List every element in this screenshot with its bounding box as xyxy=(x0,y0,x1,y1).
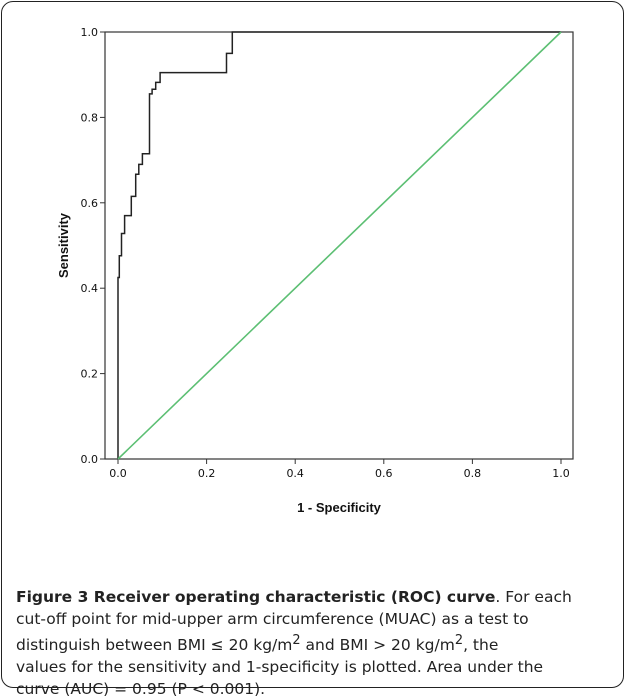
x-tick-label: 0.4 xyxy=(286,467,304,480)
caption-line-3a: distinguish between BMI ≤ 20 kg/m xyxy=(16,636,293,655)
y-tick-label: 0.8 xyxy=(81,111,99,124)
caption-line-4: values for the sensitivity and 1-specifi… xyxy=(16,658,544,677)
figure-label: Figure 3 Receiver operating characterist… xyxy=(16,588,496,606)
x-tick-label: 0.0 xyxy=(109,467,127,480)
x-tick-label: 0.2 xyxy=(198,467,216,480)
caption-line-3b: and BMI > 20 kg/m xyxy=(300,636,455,655)
y-tick-label: 1.0 xyxy=(81,26,99,39)
y-tick-label: 0.4 xyxy=(81,282,99,295)
y-axis-title: Sensitivity xyxy=(56,212,71,278)
x-tick-label: 0.8 xyxy=(464,467,482,480)
x-axis-title: 1 - Specificity xyxy=(297,500,382,515)
superscript: 2 xyxy=(292,633,301,648)
x-tick-label: 1.0 xyxy=(552,467,570,480)
reference-diagonal-line xyxy=(117,31,562,460)
x-tick-label: 0.6 xyxy=(375,467,393,480)
y-tick-label: 0.6 xyxy=(81,197,99,210)
y-axis: 0.0 0.2 0.4 0.6 0.8 1.0 xyxy=(81,26,105,466)
caption-line-1: For each xyxy=(505,588,572,606)
y-tick-label: 0.0 xyxy=(81,453,99,466)
figure-caption: Figure 3 Receiver operating characterist… xyxy=(16,588,572,699)
y-tick-label: 0.2 xyxy=(81,368,99,381)
superscript: 2 xyxy=(454,633,464,648)
roc-chart: 0.0 0.2 0.4 0.6 0.8 1.0 0.0 0.2 0.4 0.6 0.8 1.0 1 … xyxy=(56,26,574,515)
x-axis: 0.0 0.2 0.4 0.6 0.8 1.0 xyxy=(109,459,570,480)
caption-line-5: curve (AUC) = 0.95 (P < 0.001). xyxy=(16,680,266,699)
series-layer xyxy=(117,31,562,460)
caption-line-3c: , the xyxy=(463,636,499,655)
caption-line-2: cut-off point for mid-upper arm circumfe… xyxy=(16,610,529,628)
roc-curve-line xyxy=(117,31,561,459)
